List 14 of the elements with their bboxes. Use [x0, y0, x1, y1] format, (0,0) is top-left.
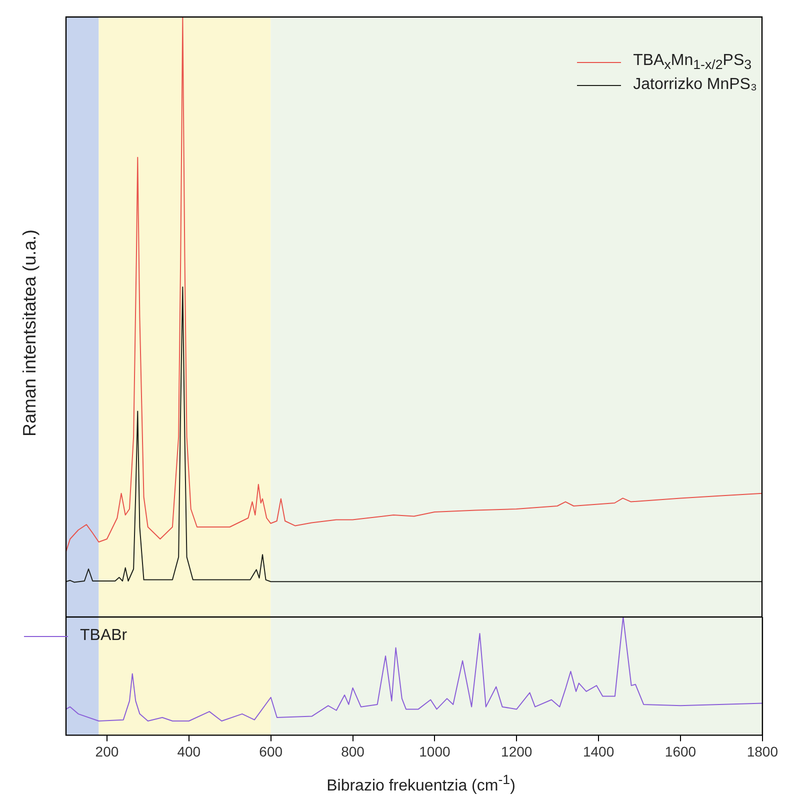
- x-tick-label: 800: [341, 743, 365, 760]
- legend-label: TBABr: [80, 627, 128, 645]
- x-tick-label: 1000: [419, 743, 450, 760]
- x-tick-label: 1200: [501, 743, 532, 760]
- legend-label: Jatorrizko MnPS₃: [633, 76, 757, 94]
- x-tick-label: 1400: [582, 743, 614, 760]
- x-tick-label: 1800: [746, 743, 778, 760]
- x-tick-label: 1600: [664, 743, 696, 760]
- x-axis-title: Bibrazio frekuentzia (cm$^{-1}$): [326, 772, 516, 796]
- x-tick-label: 600: [259, 743, 283, 760]
- x-tick-label: 400: [177, 743, 201, 760]
- y-axis-title: Raman intentsitatea (u.a.): [20, 228, 40, 436]
- x-tick-label: 200: [95, 743, 119, 760]
- legend-label: TBA$_{x}$Mn$_{1-x/2}$PS$_{3}$: [633, 52, 752, 72]
